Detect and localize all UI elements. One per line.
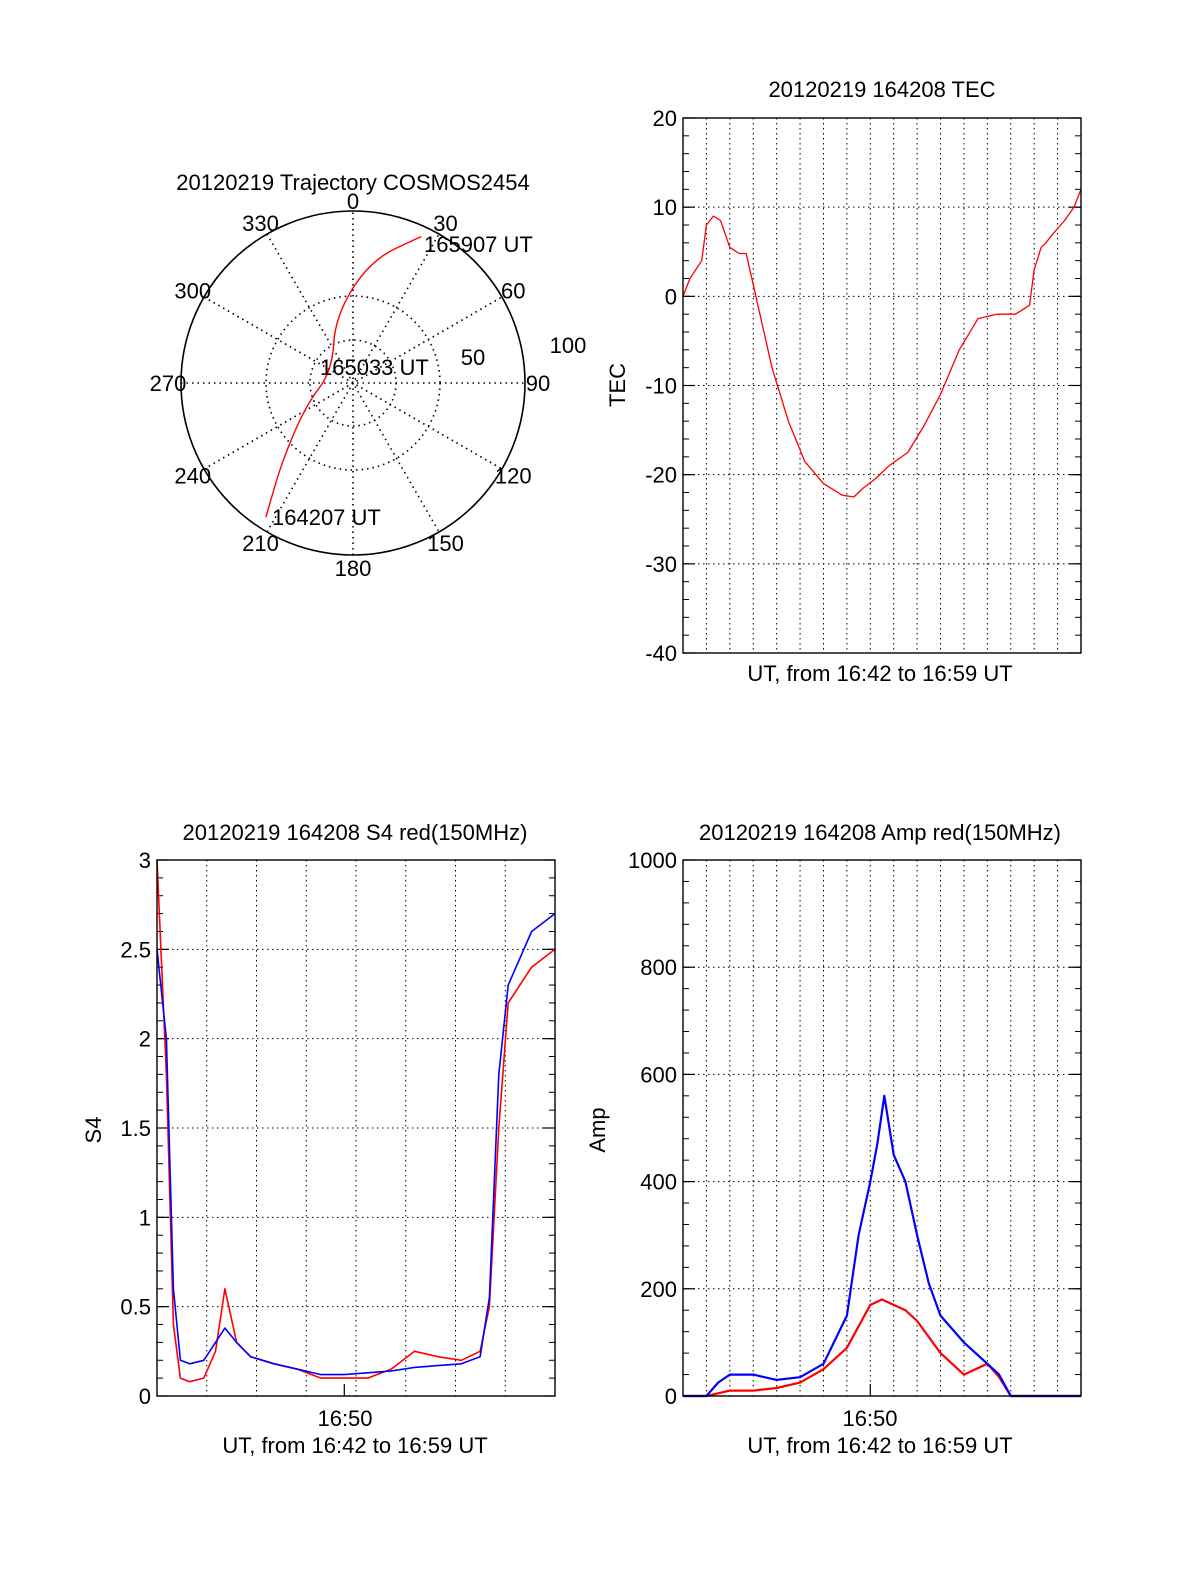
tec-panel: 20120219 164208 TEC -40 -30 -20 -10 0 10 20 UT… <box>605 77 1082 686</box>
s4-ytick-label: 2 <box>139 1027 151 1052</box>
amp-ytick-label: 0 <box>665 1384 677 1409</box>
tec-ytick-label: -10 <box>645 374 677 399</box>
polar-spoke <box>266 233 440 533</box>
polar-azimuth-label: 90 <box>526 371 550 396</box>
trajectory-mid-label: 165033 UT <box>320 355 429 380</box>
tec-series-red <box>682 189 1082 498</box>
s4-ytick-label: 1.5 <box>120 1116 151 1141</box>
s4-title: 20120219 164208 S4 red(150MHz) <box>183 820 528 845</box>
trajectory-start-label: 164207 UT <box>272 505 381 530</box>
tec-ytick-label: -30 <box>645 552 677 577</box>
s4-axes-frame <box>156 859 556 1397</box>
tec-ytick-label: 20 <box>653 106 677 131</box>
amp-series-red <box>683 1298 1081 1398</box>
tec-title: 20120219 164208 TEC <box>768 77 995 102</box>
amp-ytick-label: 200 <box>640 1277 677 1302</box>
polar-azimuth-label: 330 <box>242 211 279 236</box>
polar-azimuth-label: 240 <box>174 464 211 489</box>
polar-azimuth-label: 60 <box>501 279 525 304</box>
s4-plot-area: 0 0.5 1 1.5 2 2.5 3 <box>120 848 556 1409</box>
s4-ytick-label: 0.5 <box>120 1295 151 1320</box>
polar-ring-label-50: 50 <box>461 345 485 370</box>
tec-plot-area: -40 -30 -20 -10 0 10 20 <box>645 106 1082 666</box>
polar-azimuth-label: 180 <box>335 556 372 581</box>
amp-ytick-label: 1000 <box>628 848 677 873</box>
s4-xlabel: UT, from 16:42 to 16:59 UT <box>222 1433 487 1458</box>
polar-azimuth-label: 210 <box>242 531 279 556</box>
amp-series-blue <box>683 1094 1081 1398</box>
tec-ytick-label: 0 <box>665 284 677 309</box>
amp-xlabel: UT, from 16:42 to 16:59 UT <box>747 1433 1012 1458</box>
amp-plot-area: 0 200 400 600 800 1000 <box>628 848 1082 1409</box>
amp-title: 20120219 164208 Amp red(150MHz) <box>699 820 1061 845</box>
tec-axes-frame <box>682 117 1082 654</box>
polar-ring-label-100: 100 <box>550 333 587 358</box>
polar-grid <box>181 211 525 555</box>
amp-xtick-label: 16:50 <box>842 1406 897 1431</box>
polar-outer-ring <box>180 210 526 556</box>
polar-azimuth-label: 0 <box>347 189 359 214</box>
s4-ytick-label: 2.5 <box>120 937 151 962</box>
tec-ytick-label: 10 <box>653 195 677 220</box>
amp-ytick-label: 400 <box>640 1170 677 1195</box>
s4-xtick-label: 16:50 <box>317 1406 372 1431</box>
amp-ytick-label: 600 <box>640 1062 677 1087</box>
polar-azimuth-label: 270 <box>150 371 187 396</box>
polar-azimuth-label: 300 <box>174 279 211 304</box>
tec-ylabel: TEC <box>605 363 630 407</box>
amp-panel: 20120219 164208 Amp red(150MHz) 0 200 400 6… <box>585 820 1082 1458</box>
s4-ytick-label: 1 <box>139 1205 151 1230</box>
s4-ytick-label: 0 <box>139 1384 151 1409</box>
s4-ytick-label: 3 <box>139 848 151 873</box>
tec-ytick-label: -20 <box>645 463 677 488</box>
s4-series-red <box>156 859 556 1383</box>
polar-title: 20120219 Trajectory COSMOS2454 <box>176 170 529 195</box>
tec-ytick-label: -40 <box>645 641 677 666</box>
s4-series-blue <box>156 912 556 1376</box>
polar-azimuth-labels: 0 30 60 90 120 150 180 210 240 270 300 330 <box>150 189 551 581</box>
polar-panel: 20120219 Trajectory COSMOS2454 0 30 60 90 12… <box>150 170 587 581</box>
amp-axes-frame <box>682 859 1082 1397</box>
trajectory-end-label: 165907 UT <box>424 232 533 257</box>
trajectory-track <box>265 235 422 518</box>
polar-azimuth-label: 30 <box>433 211 457 236</box>
s4-panel: 20120219 164208 S4 red(150MHz) 0 0.5 1 1.5 2… <box>81 820 556 1458</box>
amp-ytick-label: 800 <box>640 955 677 980</box>
amp-ylabel: Amp <box>585 1107 610 1152</box>
tec-xlabel: UT, from 16:42 to 16:59 UT <box>747 661 1012 686</box>
polar-azimuth-label: 150 <box>427 531 464 556</box>
s4-ylabel: S4 <box>81 1117 106 1144</box>
polar-azimuth-label: 120 <box>495 464 532 489</box>
